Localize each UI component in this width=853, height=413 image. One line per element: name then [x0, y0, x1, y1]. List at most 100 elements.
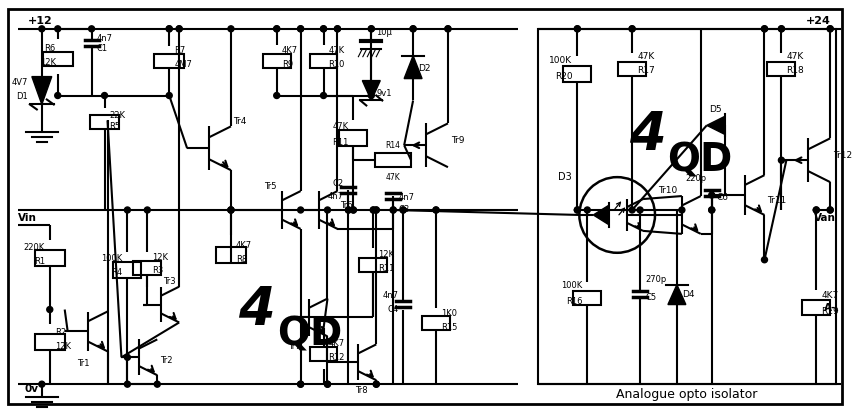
- Circle shape: [444, 26, 450, 32]
- Circle shape: [400, 207, 406, 213]
- Text: Tr8: Tr8: [355, 386, 368, 395]
- Text: R8: R8: [235, 255, 247, 264]
- Circle shape: [827, 207, 833, 213]
- Text: 10µ: 10µ: [376, 28, 392, 37]
- Text: R14: R14: [386, 141, 400, 150]
- Circle shape: [390, 207, 396, 213]
- Text: R3: R3: [152, 266, 164, 275]
- Circle shape: [370, 207, 376, 213]
- Circle shape: [55, 93, 61, 98]
- Circle shape: [574, 207, 580, 213]
- Bar: [310, 347, 337, 361]
- Circle shape: [320, 26, 326, 32]
- Text: 4n7: 4n7: [382, 291, 397, 300]
- Text: 22K: 22K: [109, 111, 125, 120]
- Text: 4n7: 4n7: [397, 192, 414, 202]
- Text: R10: R10: [328, 60, 345, 69]
- Circle shape: [708, 207, 714, 213]
- Text: QD: QD: [666, 141, 731, 179]
- Text: C4: C4: [386, 305, 397, 314]
- Polygon shape: [32, 76, 52, 104]
- Circle shape: [444, 26, 450, 32]
- Bar: [154, 54, 184, 68]
- Text: Tr2: Tr2: [160, 356, 172, 365]
- Circle shape: [89, 26, 95, 32]
- Circle shape: [812, 207, 818, 213]
- Text: C3: C3: [397, 206, 409, 214]
- Circle shape: [47, 306, 53, 313]
- Text: 4n7: 4n7: [327, 192, 343, 201]
- Circle shape: [320, 26, 326, 32]
- Circle shape: [368, 26, 374, 32]
- Text: 12K: 12K: [152, 253, 168, 262]
- Text: C2: C2: [332, 178, 343, 188]
- Circle shape: [373, 207, 379, 213]
- Circle shape: [176, 26, 182, 32]
- Circle shape: [125, 207, 131, 213]
- Text: Tr3: Tr3: [163, 277, 176, 286]
- Text: R9: R9: [281, 60, 293, 69]
- Circle shape: [432, 207, 438, 213]
- Circle shape: [350, 207, 356, 213]
- Circle shape: [324, 207, 330, 213]
- Bar: [216, 247, 246, 263]
- Circle shape: [274, 26, 280, 32]
- Text: 4K7: 4K7: [328, 339, 345, 348]
- Circle shape: [176, 26, 182, 32]
- Text: R2: R2: [55, 328, 66, 337]
- Text: Tr4: Tr4: [233, 117, 246, 126]
- Circle shape: [166, 93, 172, 98]
- Circle shape: [778, 26, 784, 32]
- Text: R17: R17: [636, 66, 654, 75]
- Circle shape: [432, 207, 438, 213]
- Circle shape: [761, 257, 767, 263]
- Text: R16: R16: [566, 297, 582, 306]
- Text: 0v: 0v: [25, 384, 39, 394]
- Circle shape: [373, 381, 379, 387]
- Circle shape: [125, 354, 131, 360]
- Text: Tr10: Tr10: [657, 185, 676, 195]
- Circle shape: [370, 207, 376, 213]
- Text: 4: 4: [628, 109, 664, 161]
- Bar: [113, 262, 142, 278]
- Circle shape: [298, 26, 304, 32]
- Bar: [359, 258, 386, 272]
- Circle shape: [373, 207, 379, 213]
- Circle shape: [228, 26, 234, 32]
- Text: D4: D4: [681, 290, 693, 299]
- Circle shape: [409, 26, 415, 32]
- Circle shape: [827, 207, 833, 213]
- Circle shape: [298, 381, 304, 387]
- Text: C6: C6: [716, 192, 728, 202]
- Text: 9v1: 9v1: [376, 89, 392, 98]
- Circle shape: [778, 26, 784, 32]
- Circle shape: [708, 207, 714, 213]
- Polygon shape: [593, 205, 608, 225]
- Text: Tr1: Tr1: [78, 359, 90, 368]
- Circle shape: [708, 192, 714, 198]
- Text: 12K: 12K: [40, 58, 55, 67]
- Text: R6: R6: [44, 44, 55, 53]
- Circle shape: [298, 26, 304, 32]
- Bar: [263, 54, 290, 68]
- Circle shape: [574, 26, 580, 32]
- Text: +24: +24: [805, 16, 830, 26]
- Text: R12: R12: [328, 353, 345, 362]
- Circle shape: [334, 26, 340, 32]
- Bar: [537, 29, 835, 384]
- Circle shape: [38, 26, 44, 32]
- Text: R11: R11: [332, 138, 348, 147]
- Circle shape: [324, 381, 330, 387]
- Circle shape: [228, 207, 234, 213]
- Text: 47K: 47K: [636, 52, 653, 61]
- Circle shape: [400, 207, 406, 213]
- Text: 47K: 47K: [786, 52, 803, 61]
- Text: Tr11: Tr11: [767, 195, 786, 204]
- Polygon shape: [362, 81, 380, 100]
- Bar: [618, 62, 645, 76]
- Circle shape: [166, 26, 172, 32]
- Bar: [310, 54, 337, 68]
- Bar: [563, 66, 590, 82]
- Circle shape: [368, 93, 374, 98]
- Text: 220p: 220p: [685, 173, 706, 183]
